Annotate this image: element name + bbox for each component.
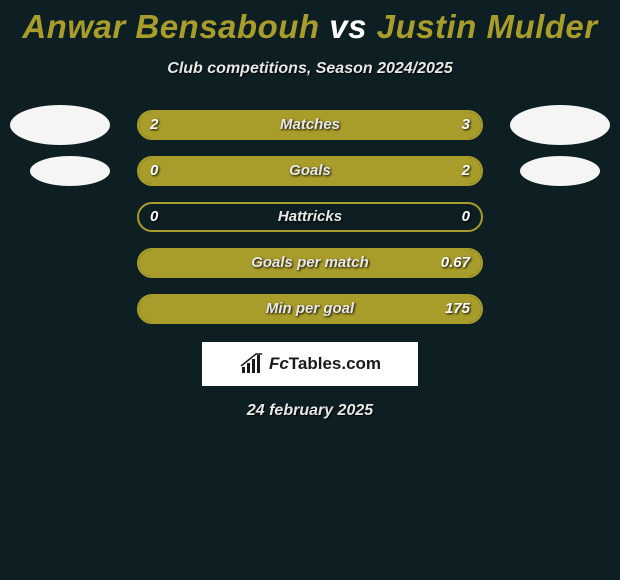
stat-label: Matches [137, 110, 483, 140]
stat-row: 2Matches3 [0, 110, 620, 140]
brand-fc: Fc [269, 354, 289, 373]
player1-name: Anwar Bensabouh [22, 8, 319, 45]
value-right: 0.67 [441, 248, 470, 278]
stat-label: Hattricks [137, 202, 483, 232]
stat-label: Goals per match [137, 248, 483, 278]
player2-avatar [510, 105, 610, 145]
date-text: 24 february 2025 [0, 402, 620, 420]
value-right: 3 [462, 110, 470, 140]
subtitle: Club competitions, Season 2024/2025 [0, 60, 620, 78]
player1-avatar [10, 105, 110, 145]
stat-row: Min per goal175 [0, 294, 620, 324]
brand-text: FcTables.com [269, 354, 381, 374]
player2-name: Justin Mulder [377, 8, 598, 45]
value-right: 0 [462, 202, 470, 232]
stat-label: Min per goal [137, 294, 483, 324]
vs-text: vs [329, 8, 367, 45]
stat-label: Goals [137, 156, 483, 186]
brand-rest: Tables.com [289, 354, 381, 373]
value-right: 175 [445, 294, 470, 324]
stat-row: Goals per match0.67 [0, 248, 620, 278]
player1-avatar [30, 156, 110, 186]
player2-avatar [520, 156, 600, 186]
value-right: 2 [462, 156, 470, 186]
chart-icon [239, 353, 265, 375]
stat-row: 0Hattricks0 [0, 202, 620, 232]
stats-container: 2Matches30Goals20Hattricks0Goals per mat… [0, 110, 620, 324]
comparison-title: Anwar Bensabouh vs Justin Mulder [0, 0, 620, 46]
brand-box: FcTables.com [202, 342, 418, 386]
stat-row: 0Goals2 [0, 156, 620, 186]
